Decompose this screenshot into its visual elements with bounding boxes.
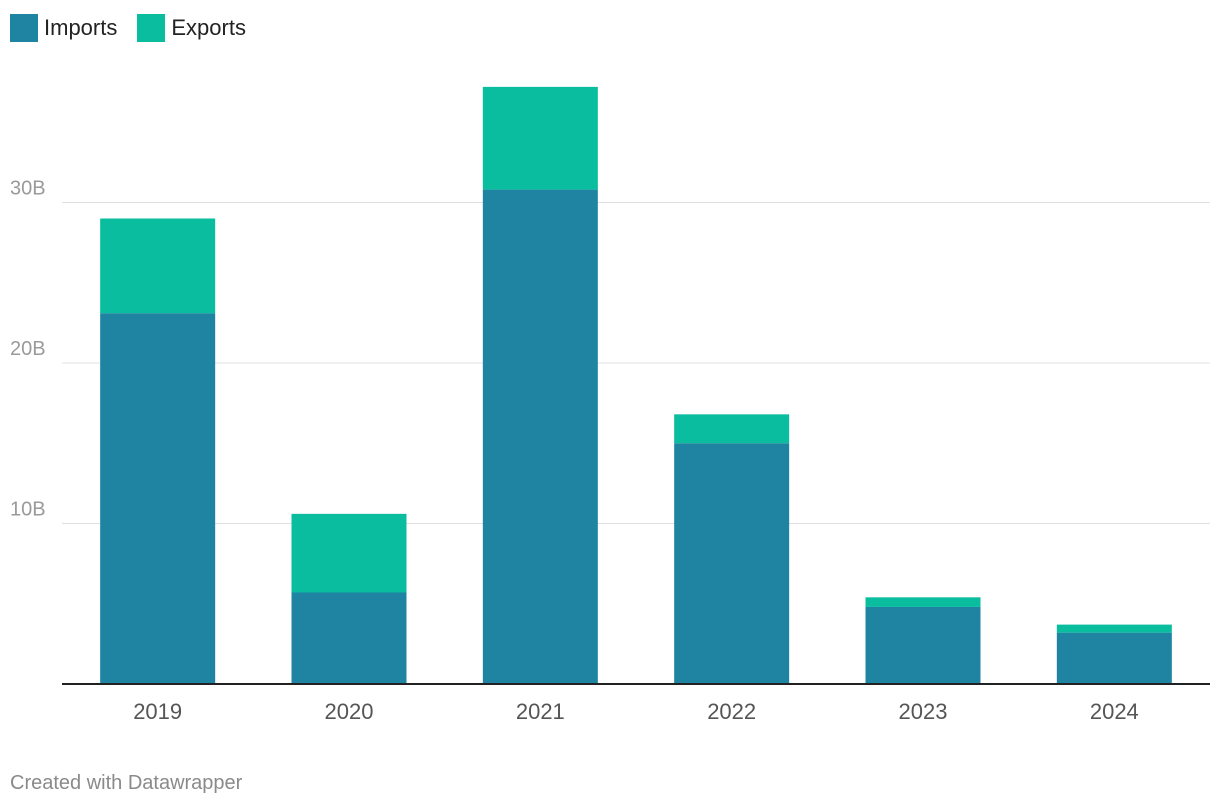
x-tick-label-2022: 2022 <box>707 699 756 724</box>
x-tick-label-2020: 2020 <box>325 699 374 724</box>
legend-item-imports: Imports <box>10 14 117 42</box>
y-tick-label-10: 10B <box>10 498 46 520</box>
bar-exports-2023 <box>865 597 981 607</box>
bar-exports-2019 <box>100 218 216 314</box>
bar-exports-2021 <box>482 86 598 190</box>
y-tick-label-30: 30B <box>10 177 46 199</box>
bar-imports-2022 <box>674 443 790 684</box>
legend-swatch-imports <box>10 14 38 42</box>
x-tick-label-2021: 2021 <box>516 699 565 724</box>
legend-label-exports: Exports <box>171 15 246 40</box>
x-tick-label-2019: 2019 <box>133 699 182 724</box>
x-tick-label-2024: 2024 <box>1090 699 1139 724</box>
y-tick-label-20: 20B <box>10 338 46 360</box>
bar-imports-2024 <box>1056 632 1172 684</box>
bar-imports-2021 <box>482 189 598 684</box>
bar-chart: 10B 20B 30B 2019 2020 2021 2022 2023 2024 <box>10 86 1210 724</box>
x-tick-label-2023: 2023 <box>899 699 948 724</box>
credit-text: Created with Datawrapper <box>10 772 243 794</box>
legend: Imports Exports <box>10 14 266 42</box>
bar-exports-2020 <box>291 513 407 593</box>
legend-swatch-exports <box>137 14 166 42</box>
legend-label-imports: Imports <box>44 15 118 40</box>
bar-imports-2020 <box>291 592 407 684</box>
bar-exports-2024 <box>1056 624 1172 633</box>
bar-imports-2019 <box>100 313 216 684</box>
bar-imports-2023 <box>865 606 981 684</box>
legend-item-exports: Exports <box>137 14 246 42</box>
bar-exports-2022 <box>674 414 790 444</box>
